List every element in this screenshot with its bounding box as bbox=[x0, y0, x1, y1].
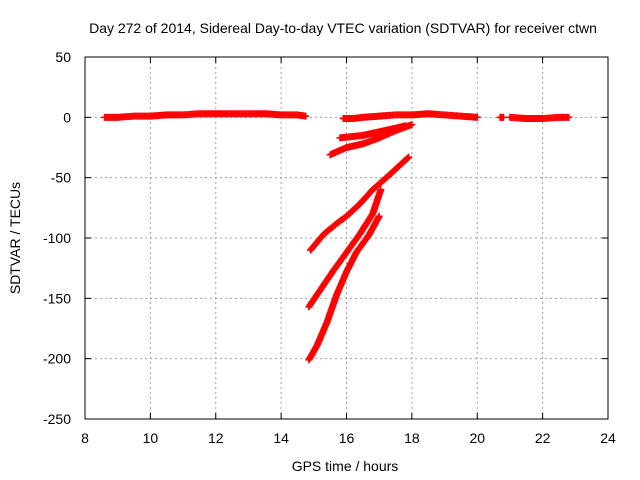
data-series-1 bbox=[101, 110, 310, 121]
x-tick-label: 8 bbox=[81, 430, 89, 446]
data-point bbox=[408, 121, 416, 129]
axis-ticks: 8 10 12 14 16 18 20 22 24 50 0 -50 -100 -150 -200 -250 bbox=[43, 49, 616, 446]
y-axis-label: SDTVAR / TECUs bbox=[7, 182, 23, 294]
chart-title: Day 272 of 2014, Sidereal Day-to-day VTE… bbox=[89, 20, 597, 36]
y-tick-label: 50 bbox=[55, 49, 71, 65]
data-series-4 bbox=[506, 113, 573, 123]
x-tick-label: 20 bbox=[469, 430, 485, 446]
x-tick-label: 24 bbox=[600, 430, 616, 446]
x-axis-label: GPS time / hours bbox=[292, 458, 399, 474]
data-marks bbox=[101, 110, 573, 364]
data-series-7 bbox=[307, 153, 413, 254]
y-tick-label: 0 bbox=[63, 109, 71, 125]
data-point bbox=[405, 153, 413, 161]
y-tick-label: -150 bbox=[43, 290, 71, 306]
x-tick-label: 18 bbox=[404, 430, 420, 446]
data-series-2 bbox=[339, 110, 481, 123]
x-tick-label: 12 bbox=[208, 430, 224, 446]
y-tick-label: -200 bbox=[43, 351, 71, 367]
x-tick-label: 16 bbox=[339, 430, 355, 446]
data-point bbox=[404, 154, 412, 162]
data-series-9 bbox=[305, 212, 383, 364]
y-tick-label: -50 bbox=[51, 170, 71, 186]
data-point bbox=[473, 113, 481, 121]
data-point bbox=[302, 112, 310, 120]
x-tick-label: 22 bbox=[535, 430, 551, 446]
y-tick-label: -250 bbox=[43, 411, 71, 427]
data-point bbox=[565, 113, 573, 121]
data-series-3 bbox=[496, 113, 507, 121]
grid bbox=[85, 57, 608, 419]
y-tick-label: -100 bbox=[43, 230, 71, 246]
x-tick-label: 10 bbox=[143, 430, 159, 446]
data-point bbox=[499, 113, 507, 121]
data-series-8 bbox=[305, 186, 385, 311]
data-point bbox=[377, 186, 385, 194]
data-point bbox=[375, 212, 383, 220]
x-tick-label: 14 bbox=[273, 430, 289, 446]
data-series-6 bbox=[326, 121, 416, 159]
